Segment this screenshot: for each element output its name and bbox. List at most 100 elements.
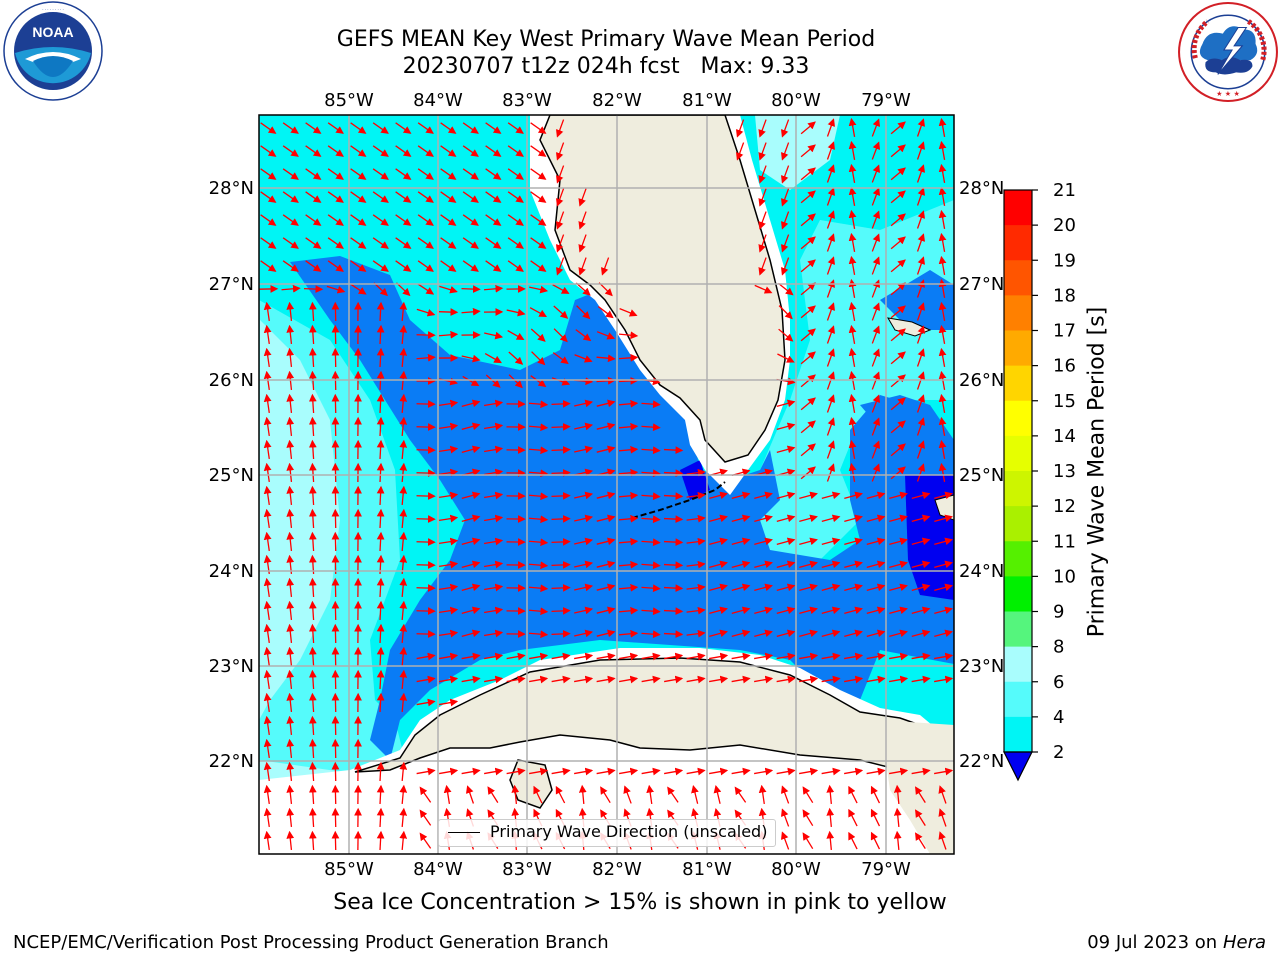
- wave-arrow: [484, 468, 504, 477]
- wave-arrow: [399, 370, 408, 391]
- wave-arrow: [530, 260, 547, 272]
- wave-arrow: [596, 445, 616, 454]
- wave-arrow: [376, 623, 385, 644]
- wave-arrow: [826, 141, 836, 160]
- wave-arrow: [938, 324, 947, 344]
- wave-arrow: [419, 832, 432, 849]
- wave-arrow: [826, 118, 836, 137]
- wave-arrow: [596, 675, 616, 684]
- colorbar-segment: [1004, 365, 1032, 402]
- wave-arrow: [664, 767, 684, 776]
- lat-label-left: 24°N: [209, 561, 254, 582]
- lon-label-top: 79°W: [861, 90, 911, 111]
- wave-arrow: [551, 560, 571, 569]
- wave-arrow: [821, 583, 841, 592]
- wave-arrow: [260, 145, 277, 157]
- wave-arrow: [938, 347, 947, 367]
- wave-arrow: [416, 308, 436, 317]
- wave-arrow: [376, 531, 385, 552]
- wave-arrow: [893, 784, 902, 805]
- noaa-logo-text: NOAA: [32, 24, 73, 40]
- wave-arrow: [484, 629, 504, 638]
- wave-arrow: [618, 514, 639, 523]
- wave-arrow: [417, 145, 434, 157]
- wave-arrow: [395, 260, 412, 272]
- wave-arrow: [911, 767, 931, 776]
- wave-arrow: [618, 445, 639, 454]
- wave-arrow: [399, 577, 408, 598]
- wave-arrow: [327, 122, 344, 134]
- wave-arrow: [485, 214, 502, 226]
- wave-arrow: [890, 443, 906, 457]
- wave-arrow: [440, 191, 457, 203]
- wave-arrow: [286, 416, 295, 437]
- wave-arrow: [890, 374, 906, 388]
- wave-arrow: [376, 393, 385, 414]
- wave-arrow: [439, 698, 459, 707]
- wave-arrow: [780, 234, 790, 253]
- latitude-labels-right: 28°N 27°N 26°N 25°N 24°N 23°N 22°N: [959, 178, 1004, 772]
- wave-arrow: [462, 237, 479, 249]
- wave-arrow: [528, 630, 549, 639]
- wave-arrow: [399, 531, 408, 552]
- wave-arrow: [439, 537, 459, 546]
- wave-arrow: [780, 165, 790, 184]
- wave-arrow: [462, 122, 479, 134]
- wave-arrow: [376, 600, 385, 621]
- lat-label-left: 25°N: [209, 465, 254, 486]
- wave-arrow: [263, 393, 272, 414]
- wave-arrow: [641, 561, 661, 570]
- wave-arrow: [826, 784, 835, 805]
- wave-arrow: [574, 560, 594, 569]
- wave-arrow: [417, 260, 434, 272]
- wave-arrow: [916, 417, 926, 436]
- wave-arrow: [417, 237, 434, 249]
- wave-arrow: [376, 347, 385, 368]
- lon-label-bottom: 84°W: [413, 859, 463, 880]
- wave-arrow: [438, 330, 459, 339]
- lat-label-left: 22°N: [209, 751, 254, 772]
- wave-arrow: [911, 583, 931, 592]
- wave-arrow: [551, 629, 571, 638]
- wave-arrow: [286, 646, 295, 667]
- wave-arrow: [800, 213, 816, 227]
- wave-arrow: [776, 422, 796, 431]
- wave-arrow: [305, 191, 322, 203]
- wave-arrow: [915, 832, 926, 849]
- wave-arrow: [800, 351, 816, 365]
- wave-arrow: [754, 652, 774, 661]
- wave-arrow: [553, 328, 568, 343]
- wave-arrow: [483, 284, 504, 293]
- wave-arrow: [506, 767, 526, 776]
- wave-arrow: [844, 491, 863, 500]
- wave-arrow: [263, 646, 272, 667]
- wave-arrow: [618, 353, 639, 362]
- wave-arrow: [485, 168, 502, 180]
- wave-arrow: [282, 168, 299, 180]
- wave-arrow: [461, 399, 481, 408]
- wave-arrow: [758, 211, 767, 230]
- wave-arrow: [574, 399, 594, 408]
- wave-arrow: [263, 439, 272, 460]
- wave-arrow: [776, 445, 796, 454]
- lat-label-right: 26°N: [959, 370, 1004, 391]
- wave-arrow: [528, 538, 549, 547]
- lat-label-right: 23°N: [959, 656, 1004, 677]
- map-title: GEFS MEAN Key West Primary Wave Mean Per…: [336, 27, 876, 52]
- colorbar-segment: [1004, 541, 1032, 577]
- wave-arrow: [916, 164, 926, 183]
- nws-logo: ★ ★ ★: [1178, 2, 1278, 102]
- wave-arrow: [440, 260, 457, 272]
- wave-arrow: [916, 256, 926, 275]
- wave-arrow: [578, 211, 587, 230]
- wave-arrow: [934, 514, 953, 523]
- wave-arrow: [889, 560, 908, 569]
- wave-arrow: [731, 491, 751, 500]
- wave-arrow: [528, 492, 549, 501]
- wave-arrow: [282, 260, 299, 272]
- lon-label-bottom: 82°W: [592, 859, 642, 880]
- lon-label-top: 84°W: [413, 90, 463, 111]
- wave-arrow: [484, 514, 504, 523]
- wave-arrow: [871, 256, 881, 275]
- colorbar-segment: [1004, 400, 1032, 437]
